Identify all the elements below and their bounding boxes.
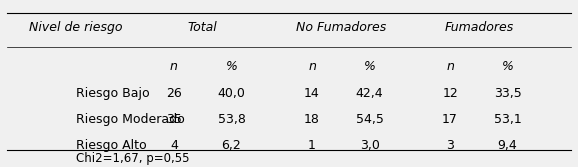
Text: 54,5: 54,5 (355, 113, 383, 126)
Text: 42,4: 42,4 (355, 87, 383, 100)
Text: %: % (502, 59, 513, 72)
Text: No Fumadores: No Fumadores (295, 21, 386, 34)
Text: 26: 26 (166, 87, 182, 100)
Text: 33,5: 33,5 (494, 87, 521, 100)
Text: n: n (308, 59, 316, 72)
Text: 9,4: 9,4 (498, 139, 517, 152)
Text: 40,0: 40,0 (217, 87, 246, 100)
Text: Chi2=1,67, p=0,55: Chi2=1,67, p=0,55 (76, 152, 190, 165)
Text: Fumadores: Fumadores (444, 21, 513, 34)
Text: n: n (446, 59, 454, 72)
Text: 53,8: 53,8 (217, 113, 246, 126)
Text: 18: 18 (304, 113, 320, 126)
Text: Riesgo Moderado: Riesgo Moderado (76, 113, 185, 126)
Text: Nivel de riesgo: Nivel de riesgo (29, 21, 123, 34)
Text: %: % (364, 59, 376, 72)
Text: n: n (170, 59, 178, 72)
Text: %: % (225, 59, 238, 72)
Text: 3: 3 (446, 139, 454, 152)
Text: Riesgo Bajo: Riesgo Bajo (76, 87, 150, 100)
Text: Total: Total (188, 21, 217, 34)
Text: 1: 1 (308, 139, 316, 152)
Text: 4: 4 (170, 139, 178, 152)
Text: 3,0: 3,0 (360, 139, 380, 152)
Text: 14: 14 (304, 87, 320, 100)
Text: 53,1: 53,1 (494, 113, 521, 126)
Text: 35: 35 (166, 113, 182, 126)
Text: 17: 17 (442, 113, 458, 126)
Text: Riesgo Alto: Riesgo Alto (76, 139, 147, 152)
Text: 6,2: 6,2 (221, 139, 242, 152)
Text: 12: 12 (442, 87, 458, 100)
